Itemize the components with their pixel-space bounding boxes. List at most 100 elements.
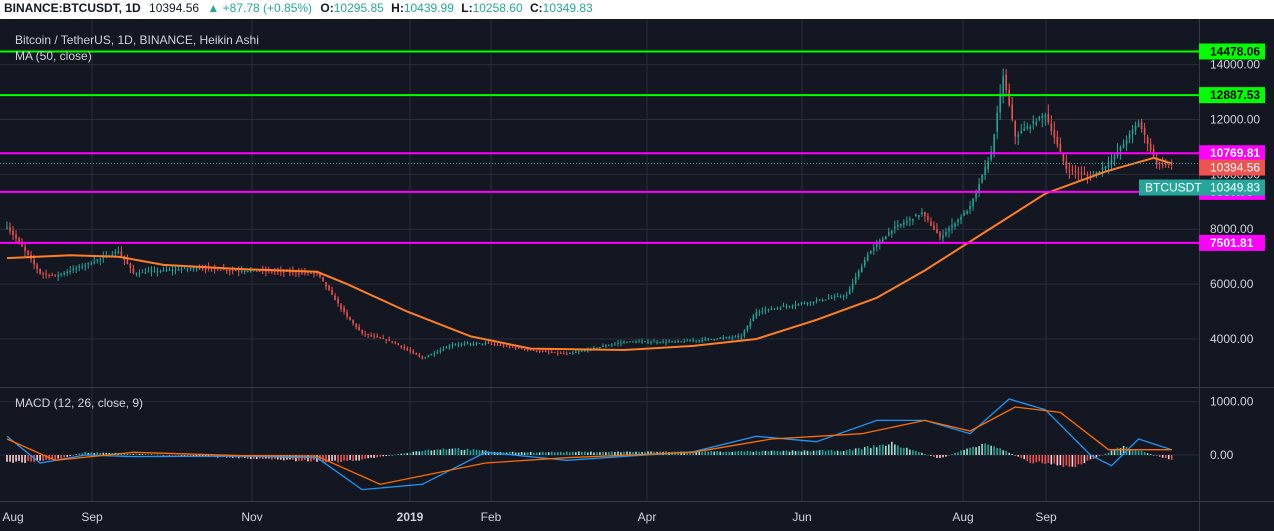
macd-histogram-bar — [857, 447, 860, 455]
macd-histogram-bar — [1029, 455, 1032, 463]
candle — [1125, 140, 1128, 145]
macd-histogram-bar — [647, 451, 649, 455]
macd-histogram-bar — [487, 451, 490, 455]
macd-histogram-bar — [1065, 455, 1068, 466]
macd-histogram-bar — [602, 451, 604, 455]
candle — [156, 271, 159, 273]
macd-histogram-bar — [144, 454, 147, 455]
macd-histogram-bar — [918, 452, 920, 455]
candle — [391, 341, 394, 343]
candle — [541, 350, 544, 352]
candle — [587, 350, 589, 352]
macd-histogram-bar — [1110, 450, 1113, 455]
candle — [231, 269, 234, 271]
candle — [806, 302, 809, 304]
macd-histogram-bar — [764, 450, 767, 455]
candle — [584, 350, 586, 352]
macd-histogram-bar — [1089, 455, 1092, 460]
candle — [854, 277, 857, 283]
macd-histogram-bar — [412, 451, 415, 455]
candle — [340, 304, 342, 309]
ma-legend[interactable]: MA (50, close) — [15, 49, 92, 63]
candle — [39, 269, 41, 274]
candle — [204, 268, 207, 270]
macd-histogram-bar — [457, 448, 460, 455]
candle — [975, 190, 977, 199]
candle — [698, 339, 701, 341]
macd-histogram-bar — [743, 451, 746, 455]
macd-histogram-bar — [99, 452, 102, 455]
macd-histogram-bar — [999, 448, 1001, 455]
macd-histogram-bar — [514, 452, 517, 455]
candle — [776, 307, 779, 309]
macd-histogram-bar — [749, 451, 752, 455]
candle — [683, 341, 685, 343]
candle — [400, 345, 403, 348]
candle — [1164, 163, 1167, 165]
candle — [1122, 143, 1125, 149]
candle — [785, 306, 788, 308]
candle — [421, 356, 424, 359]
symbol-name[interactable]: BINANCE:BTCUSDT, 1D — [4, 1, 141, 15]
macd-histogram-bar — [942, 455, 944, 458]
candle — [755, 311, 758, 317]
macd-histogram-bar — [550, 451, 553, 455]
macd-histogram-bar — [906, 447, 908, 455]
macd-histogram-bar — [779, 451, 782, 455]
candle — [689, 340, 691, 342]
candle — [111, 254, 114, 256]
candle — [987, 161, 989, 170]
candle — [409, 349, 412, 352]
macd-axis-tick-label: 1000.00 — [1210, 395, 1254, 409]
macd-histogram-bar — [520, 452, 523, 455]
candle — [632, 341, 634, 343]
macd-histogram-bar — [451, 448, 454, 455]
low-label: L: — [461, 1, 473, 15]
candle — [791, 305, 794, 307]
candle — [1020, 130, 1023, 134]
macd-histogram-bar — [1116, 447, 1119, 455]
macd-legend[interactable]: MACD (12, 26, close, 9) — [15, 396, 144, 410]
macd-histogram-bar — [325, 455, 327, 463]
candle — [821, 300, 824, 302]
macd-histogram-bar — [331, 455, 333, 461]
macd-histogram-bar — [141, 454, 144, 455]
candle — [96, 259, 99, 261]
candle — [620, 342, 622, 344]
candle — [478, 343, 481, 345]
macd-histogram-bar — [78, 453, 81, 455]
candle — [716, 338, 719, 340]
candle — [180, 268, 183, 270]
candle — [150, 270, 153, 272]
macd-histogram-bar — [463, 449, 466, 455]
candle — [638, 341, 640, 343]
candle — [894, 226, 896, 229]
signal-line — [6, 406, 1172, 485]
macd-histogram-bar — [445, 449, 448, 455]
candle — [653, 341, 655, 343]
chart-canvas[interactable]: 4000.006000.008000.0010000.0012000.00140… — [0, 19, 1274, 531]
macd-histogram-bar — [349, 455, 351, 460]
macd-histogram-bar — [54, 455, 56, 460]
macd-histogram-bar — [629, 451, 631, 455]
macd-histogram-bar — [957, 452, 959, 455]
candle — [578, 351, 580, 353]
macd-histogram-bar — [575, 452, 577, 455]
macd-histogram-bar — [51, 455, 53, 460]
macd-histogram-bar — [930, 455, 932, 456]
macd-histogram-bar — [177, 455, 180, 456]
macd-histogram-bar — [596, 452, 598, 455]
series-title[interactable]: Bitcoin / TetherUS, 1D, BINANCE, Heikin … — [15, 33, 259, 47]
time-axis-tick-label: Feb — [481, 510, 502, 524]
macd-histogram-bar — [912, 450, 914, 455]
candle — [1158, 162, 1161, 164]
candle — [132, 268, 135, 274]
macd-histogram-bar — [815, 450, 818, 455]
macd-histogram-bar — [66, 455, 68, 457]
candle — [1011, 104, 1013, 120]
candle — [1005, 74, 1007, 90]
macd-histogram-bar — [800, 451, 803, 455]
candle — [909, 218, 911, 221]
macd-histogram-bar — [123, 453, 126, 455]
macd-histogram-bar — [990, 445, 992, 455]
